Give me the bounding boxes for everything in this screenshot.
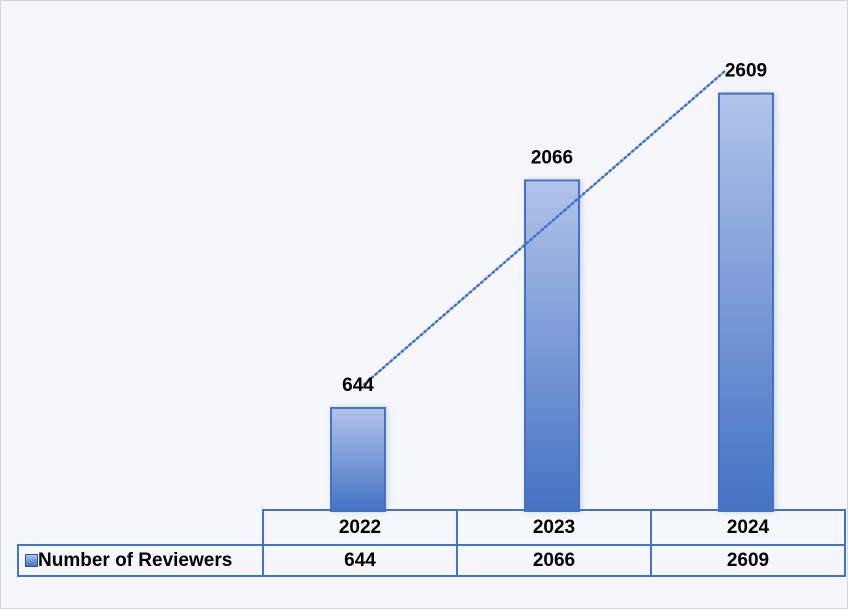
bar-2023 bbox=[524, 179, 580, 512]
data-label-2024: 2609 bbox=[725, 61, 767, 82]
data-label-2022: 644 bbox=[342, 375, 374, 396]
table-header-2023: 2023 bbox=[456, 509, 652, 546]
data-table: 2022 2023 2024 Number of Reviewers 644 2… bbox=[17, 509, 846, 577]
bar-2024 bbox=[718, 92, 774, 512]
table-value-2023: 2066 bbox=[456, 544, 652, 577]
trendline bbox=[362, 68, 728, 386]
table-header-2022: 2022 bbox=[262, 509, 458, 546]
legend-entry: Number of Reviewers bbox=[17, 544, 264, 577]
data-label-2023: 2066 bbox=[531, 147, 573, 168]
legend-swatch-icon bbox=[25, 553, 38, 567]
bar-2022 bbox=[330, 406, 386, 512]
table-value-2022: 644 bbox=[262, 544, 458, 577]
table-corner bbox=[18, 510, 263, 545]
table-header-2024: 2024 bbox=[650, 509, 846, 546]
table-value-2024: 2609 bbox=[650, 544, 846, 577]
series-name: Number of Reviewers bbox=[38, 549, 233, 571]
